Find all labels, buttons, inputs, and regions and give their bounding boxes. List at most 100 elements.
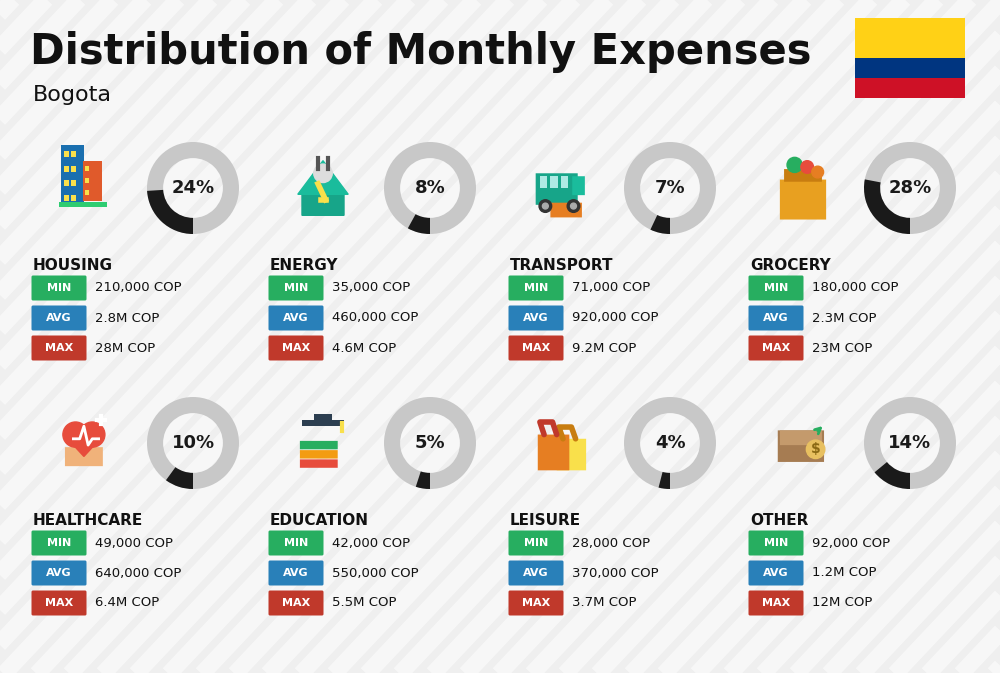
FancyBboxPatch shape: [748, 590, 804, 616]
Polygon shape: [64, 435, 104, 456]
FancyBboxPatch shape: [314, 415, 332, 421]
FancyBboxPatch shape: [302, 420, 344, 426]
Text: MIN: MIN: [284, 283, 308, 293]
Wedge shape: [864, 142, 956, 234]
Text: 8%: 8%: [415, 179, 445, 197]
FancyBboxPatch shape: [509, 306, 564, 330]
FancyBboxPatch shape: [550, 203, 582, 217]
Text: 640,000 COP: 640,000 COP: [95, 567, 181, 579]
Text: 210,000 COP: 210,000 COP: [95, 281, 182, 295]
Text: AVG: AVG: [523, 568, 549, 578]
Text: EDUCATION: EDUCATION: [270, 513, 369, 528]
FancyBboxPatch shape: [550, 176, 558, 188]
Text: 2.8M COP: 2.8M COP: [95, 312, 159, 324]
Text: 2.3M COP: 2.3M COP: [812, 312, 876, 324]
FancyBboxPatch shape: [855, 18, 965, 58]
Text: AVG: AVG: [283, 313, 309, 323]
FancyBboxPatch shape: [509, 530, 564, 555]
Text: OTHER: OTHER: [750, 513, 808, 528]
Text: MIN: MIN: [764, 538, 788, 548]
FancyBboxPatch shape: [32, 275, 87, 301]
Text: LEISURE: LEISURE: [510, 513, 581, 528]
FancyBboxPatch shape: [268, 336, 324, 361]
Text: 920,000 COP: 920,000 COP: [572, 312, 658, 324]
Wedge shape: [659, 472, 670, 489]
Wedge shape: [147, 142, 239, 234]
Text: Bogota: Bogota: [33, 85, 112, 105]
FancyBboxPatch shape: [85, 166, 89, 171]
Text: 42,000 COP: 42,000 COP: [332, 536, 410, 549]
FancyBboxPatch shape: [572, 176, 585, 195]
FancyBboxPatch shape: [748, 306, 804, 330]
Text: HOUSING: HOUSING: [33, 258, 113, 273]
FancyBboxPatch shape: [71, 180, 76, 186]
FancyBboxPatch shape: [32, 530, 87, 555]
FancyBboxPatch shape: [64, 194, 69, 201]
FancyBboxPatch shape: [748, 561, 804, 586]
Wedge shape: [147, 190, 193, 234]
Text: 28,000 COP: 28,000 COP: [572, 536, 650, 549]
Text: MIN: MIN: [764, 283, 788, 293]
Text: 28%: 28%: [888, 179, 932, 197]
Text: AVG: AVG: [763, 313, 789, 323]
Text: MAX: MAX: [45, 598, 73, 608]
FancyBboxPatch shape: [509, 336, 564, 361]
FancyBboxPatch shape: [268, 275, 324, 301]
FancyBboxPatch shape: [538, 435, 569, 470]
Circle shape: [314, 164, 332, 182]
Text: 35,000 COP: 35,000 COP: [332, 281, 410, 295]
Text: MAX: MAX: [522, 343, 550, 353]
Text: 49,000 COP: 49,000 COP: [95, 536, 173, 549]
Text: AVG: AVG: [523, 313, 549, 323]
FancyBboxPatch shape: [64, 180, 69, 186]
FancyBboxPatch shape: [65, 447, 103, 466]
Text: 460,000 COP: 460,000 COP: [332, 312, 418, 324]
FancyBboxPatch shape: [64, 151, 69, 157]
Wedge shape: [624, 397, 716, 489]
Text: 28M COP: 28M COP: [95, 341, 155, 355]
Text: ENERGY: ENERGY: [270, 258, 338, 273]
Wedge shape: [416, 472, 430, 489]
Text: 9.2M COP: 9.2M COP: [572, 341, 636, 355]
FancyBboxPatch shape: [300, 460, 338, 468]
Text: 6.4M COP: 6.4M COP: [95, 596, 159, 610]
FancyBboxPatch shape: [784, 169, 822, 182]
Circle shape: [63, 422, 88, 447]
FancyBboxPatch shape: [509, 590, 564, 616]
Circle shape: [801, 161, 814, 174]
Text: 550,000 COP: 550,000 COP: [332, 567, 419, 579]
Wedge shape: [408, 214, 430, 234]
FancyBboxPatch shape: [557, 439, 586, 470]
Text: 5.5M COP: 5.5M COP: [332, 596, 396, 610]
Wedge shape: [864, 397, 956, 489]
FancyBboxPatch shape: [59, 202, 107, 207]
FancyBboxPatch shape: [748, 336, 804, 361]
FancyBboxPatch shape: [64, 166, 69, 172]
Text: MIN: MIN: [284, 538, 308, 548]
FancyBboxPatch shape: [268, 590, 324, 616]
FancyBboxPatch shape: [509, 275, 564, 301]
Polygon shape: [298, 161, 348, 194]
Wedge shape: [384, 142, 476, 234]
Text: TRANSPORT: TRANSPORT: [510, 258, 614, 273]
Text: $: $: [811, 442, 820, 456]
Text: 14%: 14%: [888, 434, 932, 452]
Text: MAX: MAX: [522, 598, 550, 608]
Circle shape: [80, 422, 105, 447]
Text: 7%: 7%: [655, 179, 685, 197]
FancyBboxPatch shape: [85, 190, 89, 195]
Text: MAX: MAX: [282, 598, 310, 608]
Wedge shape: [147, 397, 239, 489]
Text: AVG: AVG: [46, 568, 72, 578]
FancyBboxPatch shape: [71, 166, 76, 172]
FancyBboxPatch shape: [509, 561, 564, 586]
Text: MAX: MAX: [762, 598, 790, 608]
Wedge shape: [624, 142, 716, 234]
Text: 24%: 24%: [171, 179, 215, 197]
Text: GROCERY: GROCERY: [750, 258, 831, 273]
Circle shape: [567, 200, 580, 213]
Circle shape: [542, 203, 548, 209]
FancyBboxPatch shape: [855, 58, 965, 78]
Text: MIN: MIN: [47, 283, 71, 293]
Text: MIN: MIN: [524, 283, 548, 293]
